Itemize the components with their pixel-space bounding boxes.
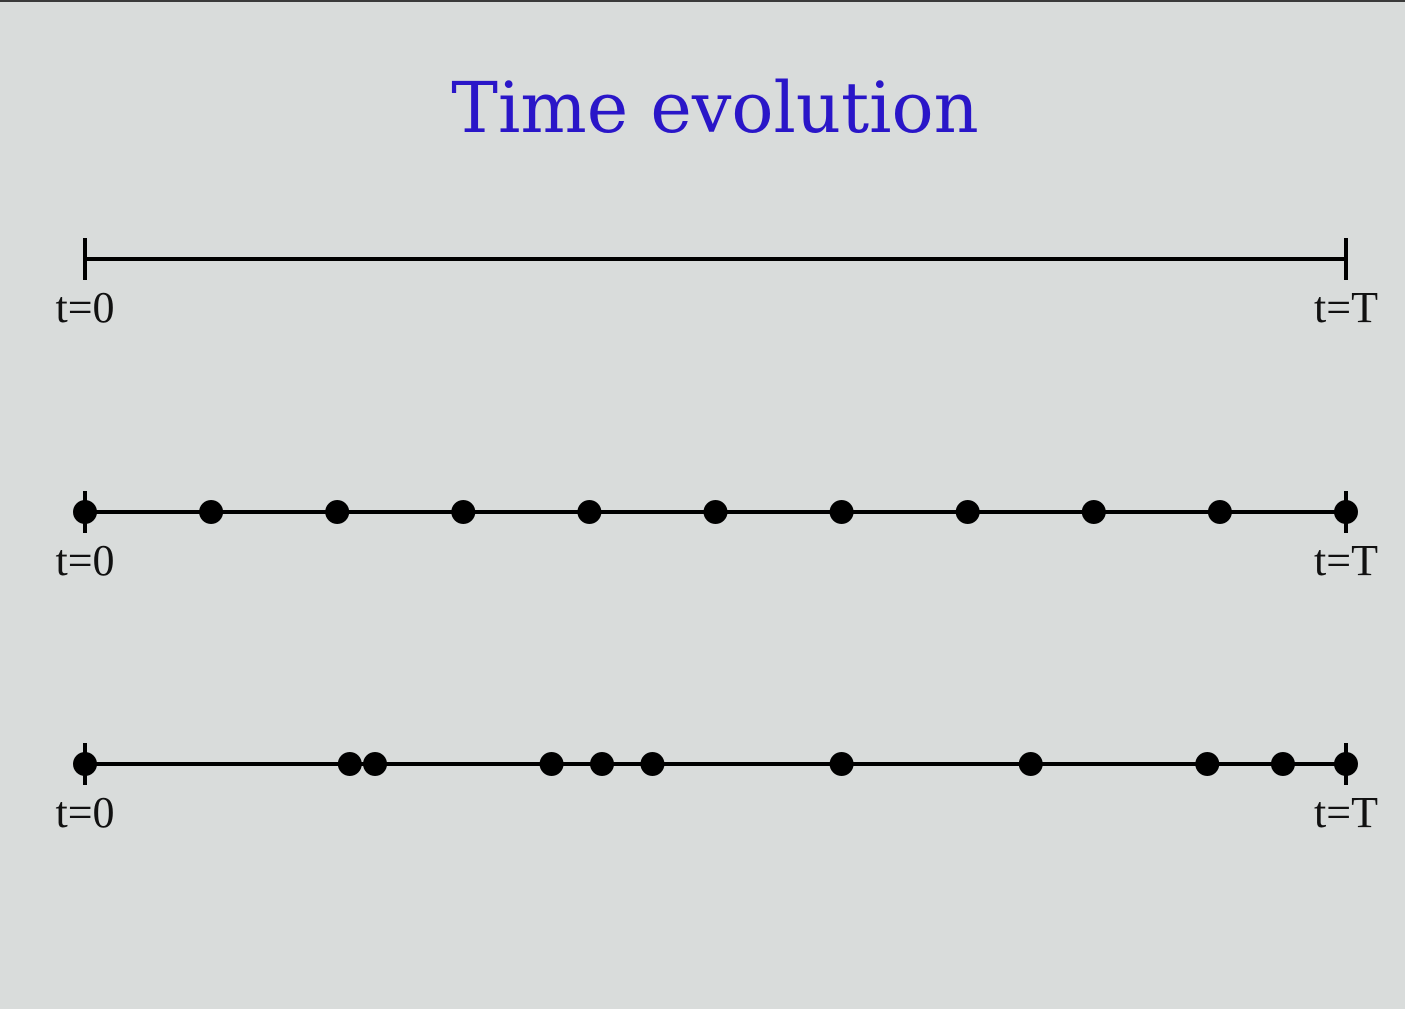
timeline-2-point-3 bbox=[325, 500, 350, 524]
timeline-3-point-9 bbox=[1195, 752, 1220, 776]
timeline-3-end-label: t=T bbox=[1314, 788, 1378, 837]
timeline-3-start-label: t=0 bbox=[55, 788, 114, 837]
timeline-2-point-2 bbox=[199, 500, 224, 524]
timeline-2-point-5 bbox=[577, 500, 602, 524]
timeline-3-point-3 bbox=[363, 752, 388, 776]
timeline-2-point-11 bbox=[1334, 500, 1358, 524]
timeline-2-point-7 bbox=[829, 500, 854, 524]
timeline-2-end-label: t=T bbox=[1314, 536, 1378, 585]
timeline-3-point-2 bbox=[337, 752, 362, 776]
timeline-2-point-4 bbox=[451, 500, 476, 524]
timeline-1-start-label: t=0 bbox=[55, 283, 114, 332]
timeline-2-point-6 bbox=[703, 500, 728, 524]
timeline-3-point-4 bbox=[539, 752, 564, 776]
timeline-2-point-9 bbox=[1081, 500, 1106, 524]
top-border bbox=[0, 0, 1405, 2]
timeline-2-start-label: t=0 bbox=[55, 536, 114, 585]
timeline-2-point-1 bbox=[73, 500, 97, 524]
timeline-3-point-7 bbox=[829, 752, 854, 776]
timeline-3-point-1 bbox=[73, 752, 97, 776]
timeline-3-point-6 bbox=[640, 752, 665, 776]
timeline-3-point-8 bbox=[1018, 752, 1043, 776]
timeline-3-point-11 bbox=[1334, 752, 1358, 776]
timeline-1-end-label: t=T bbox=[1314, 283, 1378, 332]
timeline-3-point-5 bbox=[590, 752, 615, 776]
timeline-3-point-10 bbox=[1270, 752, 1295, 776]
timeline-2-point-8 bbox=[955, 500, 980, 524]
slide-title: Time evolution bbox=[451, 67, 979, 149]
timeline-2-point-10 bbox=[1207, 500, 1232, 524]
